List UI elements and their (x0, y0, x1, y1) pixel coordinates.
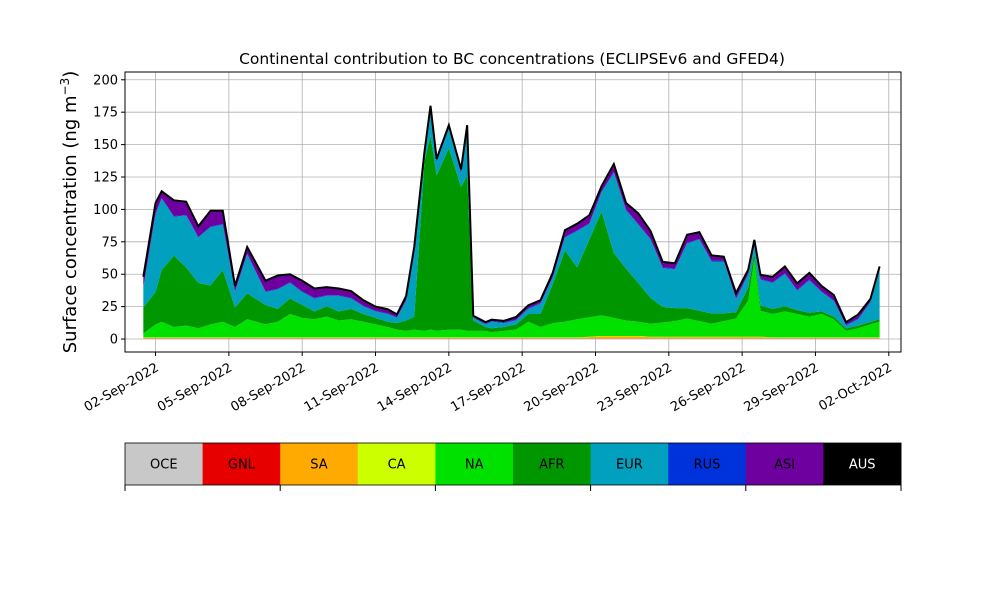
y-axis-label-exponent: −3 (58, 78, 72, 96)
legend-label-afr: AFR (539, 458, 564, 473)
y-tick-label: 200 (93, 73, 118, 88)
legend-label-eur: EUR (616, 458, 643, 473)
y-tick-label: 100 (93, 203, 118, 218)
y-tick-label: 50 (101, 268, 118, 283)
legend-label-gnl: GNL (228, 458, 256, 473)
legend-label-oce: OCE (150, 458, 178, 473)
x-tick-label: 26-Sep-2022 (668, 360, 748, 415)
x-tick-label: 11-Sep-2022 (302, 360, 382, 415)
legend-swatch-asi (745, 443, 824, 485)
x-axis-ticks: 02-Sep-202205-Sep-202208-Sep-202211-Sep-… (82, 352, 895, 415)
area-ca (143, 336, 880, 338)
legend-swatch-rus (668, 443, 747, 485)
legend-swatch-oce (125, 443, 204, 485)
y-tick-label: 0 (110, 333, 118, 348)
plot-area: 0 25 50 75 100 125 150 175 200 02-Sep-202205-Sep… (82, 71, 902, 415)
legend-label-aus: AUS (849, 458, 876, 473)
y-tick-label: 150 (93, 138, 118, 153)
area-na (143, 258, 880, 338)
y-axis-label-close: ) (60, 71, 81, 78)
y-axis-label-main: Surface concentration (ng m (60, 95, 81, 353)
x-tick-label: 08-Sep-2022 (228, 360, 308, 415)
y-tick-label: 25 (101, 300, 118, 315)
legend-label-na: NA (465, 458, 484, 473)
chart-title: Continental contribution to BC concentra… (239, 50, 785, 68)
stacked-areas (143, 105, 880, 340)
x-tick-label: 23-Sep-2022 (595, 360, 675, 415)
y-tick-label: 175 (93, 106, 118, 121)
legend-swatch-aus (823, 443, 902, 485)
x-tick-label: 02-Oct-2022 (816, 360, 894, 414)
legend-swatch-eur (590, 443, 669, 485)
area-afr (143, 135, 880, 334)
legend-swatch-afr (513, 443, 592, 485)
area-sa (143, 336, 880, 339)
x-tick-label: 02-Sep-2022 (82, 360, 162, 415)
y-tick-label: 75 (101, 235, 118, 250)
y-axis-ticks: 0 25 50 75 100 125 150 175 200 (93, 73, 125, 348)
x-tick-label: 05-Sep-2022 (155, 360, 235, 415)
color-legend: OCE GNL SA CA NA AFR EUR RUS ASI AUS (124, 442, 902, 491)
area-eur (143, 109, 880, 329)
x-tick-label: 17-Sep-2022 (448, 360, 528, 415)
total-outline (142, 105, 881, 324)
y-axis-label: Surface concentration (ng m−3) (58, 71, 81, 354)
x-tick-label: 29-Sep-2022 (742, 360, 822, 415)
legend-label-ca: CA (388, 458, 406, 473)
x-tick-label: 20-Sep-2022 (522, 360, 602, 415)
y-tick-label: 125 (93, 171, 118, 186)
legend-swatch-gnl (202, 443, 281, 485)
legend-label-rus: RUS (694, 458, 721, 473)
legend-label-asi: ASI (774, 458, 795, 473)
legend-frame (124, 442, 902, 486)
legend-swatch-na (435, 443, 514, 485)
legend-label-sa: SA (310, 458, 327, 473)
x-tick-label: 14-Sep-2022 (375, 360, 455, 415)
plot-frame (124, 71, 902, 353)
legend-swatch-ca (357, 443, 436, 485)
legend-swatch-sa (280, 443, 359, 485)
